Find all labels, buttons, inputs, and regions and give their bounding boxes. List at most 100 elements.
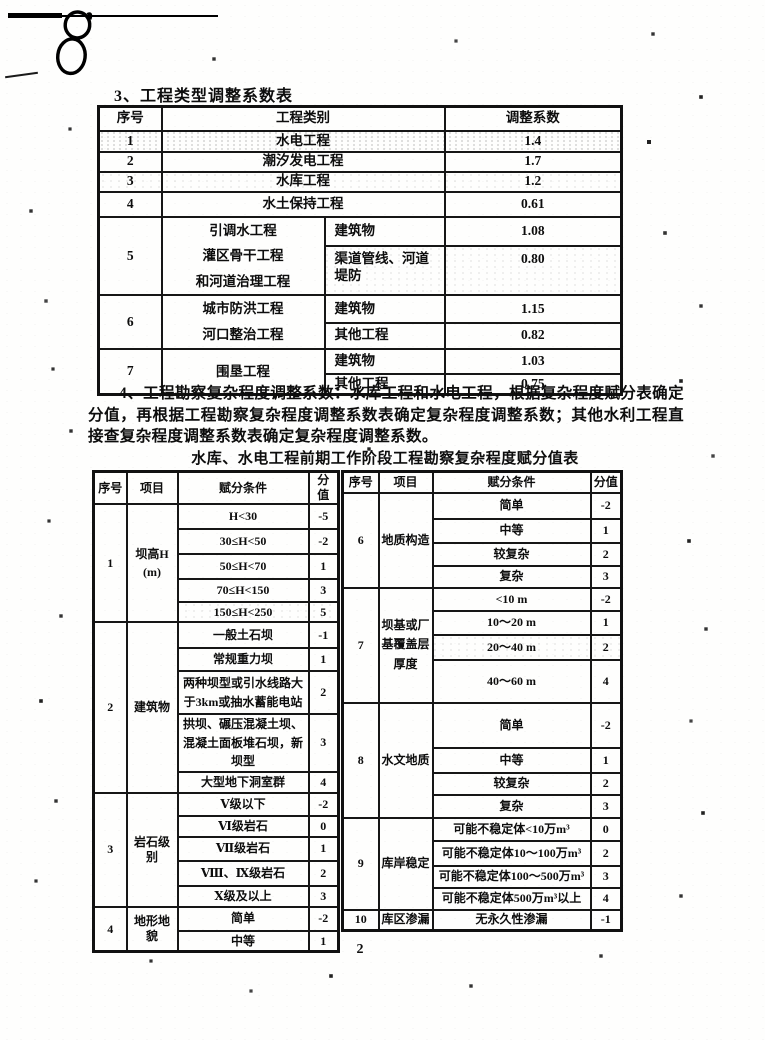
table-header-row: 序号 项目 赋分条件 分值 bbox=[341, 470, 623, 494]
cell-score: 3 bbox=[589, 793, 623, 819]
cell-condition: 简单 bbox=[431, 701, 592, 749]
table-header-row: 序号 工程类别 调整系数 bbox=[97, 105, 623, 132]
cell-item: 地质构造 bbox=[377, 491, 434, 589]
table-row: 可能不稳定体500万m³以上 4 bbox=[343, 886, 623, 911]
cell-score: 3 bbox=[589, 564, 623, 589]
cell-score: -1 bbox=[307, 621, 340, 649]
table1-title: 3、工程类型调整系数表 bbox=[114, 88, 294, 105]
table-row: 4 地形地貌 简单 -2 bbox=[92, 905, 340, 953]
cell-score: -2 bbox=[307, 791, 340, 817]
table-row: 其他工程 0.82 bbox=[99, 321, 623, 350]
cell-score: 1 bbox=[589, 746, 623, 774]
cell-score: -1 bbox=[589, 908, 623, 932]
cell-item: 地形地貌 bbox=[125, 905, 179, 953]
cell-score: 1 bbox=[307, 929, 340, 953]
table-header-row: 序号 项目 赋分条件 分值 bbox=[92, 470, 340, 505]
header-seq: 序号 bbox=[97, 105, 163, 132]
cell-coef: 0.61 bbox=[443, 190, 623, 218]
header-seq: 序号 bbox=[92, 470, 128, 505]
table-row: 复杂 3 bbox=[343, 793, 623, 819]
cell-condition: Ⅶ级岩石 bbox=[176, 835, 310, 862]
complexity-score-table-right: 序号 项目 赋分条件 分值 6 地质构造 简单 -2 中等 1 较复杂 2 复杂… bbox=[341, 470, 623, 932]
header-coef: 调整系数 bbox=[443, 105, 623, 132]
engineering-type-coefficient-table: 序号 工程类别 调整系数 1 水电工程 1.4 2 潮汐发电工程 1.7 3 水… bbox=[97, 105, 623, 397]
cell-seq: 3 bbox=[97, 170, 163, 193]
header-seq: 序号 bbox=[341, 470, 380, 494]
scan-edge-line-thin bbox=[58, 15, 218, 17]
cell-condition: H<30 bbox=[176, 503, 310, 530]
cell-condition: 中等 bbox=[176, 929, 310, 953]
cell-score: -2 bbox=[307, 528, 340, 555]
cell-score: 0 bbox=[589, 816, 623, 842]
cell-score: 2 bbox=[589, 771, 623, 796]
table-row: 10 库区渗漏 无永久性渗漏 -1 bbox=[341, 908, 623, 932]
table-row: 4 水土保持工程 0.61 bbox=[97, 190, 623, 218]
cell-score: 3 bbox=[589, 864, 623, 889]
table-row: 拱坝、碾压混凝土坝、混凝土面板堆石坝，新坝型 3 bbox=[94, 713, 340, 773]
table-row: 3 岩石级别 Ⅴ级以下 -2 bbox=[92, 791, 340, 908]
cell-seq: 2 bbox=[92, 621, 128, 794]
cell-condition: 50≤H<70 bbox=[176, 553, 310, 580]
cell-seq: 4 bbox=[97, 190, 163, 218]
cell-item: 库岸稳定 bbox=[377, 816, 434, 911]
cell-score: 1 bbox=[307, 647, 340, 672]
table-row: 其他工程 0.75 bbox=[99, 372, 623, 396]
header-item: 项目 bbox=[377, 470, 434, 494]
scan-stray-dash bbox=[5, 71, 38, 79]
cell-condition: 40～60 m bbox=[431, 658, 592, 704]
cell-score: 5 bbox=[307, 601, 340, 623]
table-row: Ⅹ级及以上 3 bbox=[94, 884, 340, 908]
table-row: 6 城市防洪工程 河口整治工程 建筑物 1.15 bbox=[97, 294, 623, 350]
header-category: 工程类别 bbox=[160, 105, 446, 132]
table-row: 2 建筑物 一般土石坝 -1 bbox=[92, 621, 340, 794]
cell-category: 围垦工程 bbox=[160, 347, 326, 396]
cell-score: 3 bbox=[307, 884, 340, 908]
cell-score: 3 bbox=[307, 713, 340, 773]
cell-condition: 复杂 bbox=[431, 793, 592, 819]
table-row: 可能不稳定体100～500万m³ 3 bbox=[343, 864, 623, 889]
cell-coef: 1.7 bbox=[443, 150, 623, 173]
cell-seq: 10 bbox=[341, 908, 380, 932]
cell-condition: 两种坝型或引水线路大于3km或抽水蓄能电站 bbox=[176, 670, 310, 715]
scan-noise-dots bbox=[0, 0, 2, 2]
cell-subcategory: 建筑物 bbox=[323, 347, 446, 375]
cell-coef: 0.75 bbox=[443, 372, 623, 396]
cell-condition: 无永久性渗漏 bbox=[431, 908, 592, 932]
cell-seq: 8 bbox=[341, 701, 380, 819]
cell-score: 2 bbox=[589, 541, 623, 567]
cell-item: 水文地质 bbox=[377, 701, 434, 819]
cell-seq: 1 bbox=[92, 503, 128, 623]
cell-score: -2 bbox=[589, 491, 623, 520]
cell-condition: 中等 bbox=[431, 746, 592, 774]
cell-condition: 可能不稳定体500万m³以上 bbox=[431, 886, 592, 911]
cell-seq: 2 bbox=[97, 150, 163, 173]
cell-seq: 1 bbox=[97, 129, 163, 153]
cell-seq: 9 bbox=[341, 816, 380, 911]
cell-seq: 5 bbox=[97, 215, 163, 297]
header-condition: 赋分条件 bbox=[176, 470, 310, 505]
table-row: 70≤H<150 3 bbox=[94, 578, 340, 603]
cell-score: 0 bbox=[307, 814, 340, 838]
cell-category: 水电工程 bbox=[160, 129, 446, 153]
cell-condition: 150≤H<250 bbox=[176, 601, 310, 623]
cell-score: 1 bbox=[589, 609, 623, 636]
table-row: 50≤H<70 1 bbox=[94, 553, 340, 580]
cell-seq: 7 bbox=[341, 586, 380, 704]
cell-score: 4 bbox=[307, 770, 340, 794]
cell-condition: Ⅹ级及以上 bbox=[176, 884, 310, 908]
cell-score: 3 bbox=[307, 578, 340, 603]
cell-category: 引调水工程 灌区骨干工程 和河道治理工程 bbox=[160, 215, 326, 297]
header-condition: 赋分条件 bbox=[431, 470, 592, 494]
cell-subcategory: 其他工程 bbox=[323, 321, 446, 350]
cell-coef: 1.2 bbox=[443, 170, 623, 193]
table-row: 1 坝高H (m) H<30 -5 bbox=[92, 503, 340, 623]
cell-item: 坝基或厂基覆盖层厚度 bbox=[377, 586, 434, 704]
cell-condition: Ⅴ级以下 bbox=[176, 791, 310, 817]
cell-condition: 10～20 m bbox=[431, 609, 592, 636]
table-row: 1 水电工程 1.4 bbox=[97, 129, 623, 153]
cell-score: 4 bbox=[589, 886, 623, 911]
table-row: 20～40 m 2 bbox=[342, 633, 623, 661]
cell-coef: 1.08 bbox=[443, 215, 623, 248]
table-row: 40～60 m 4 bbox=[343, 658, 623, 704]
